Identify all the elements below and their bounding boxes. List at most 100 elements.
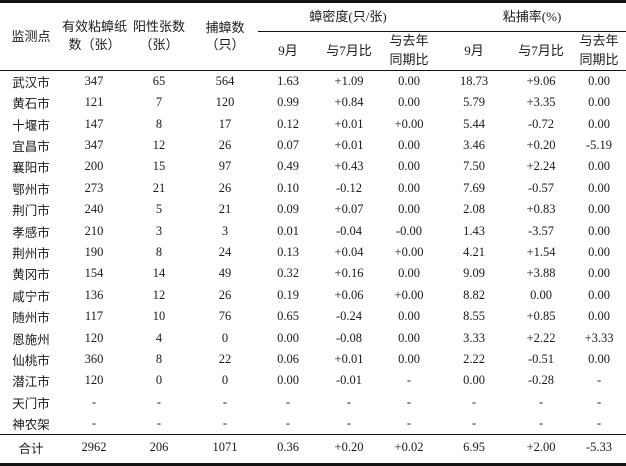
- value-cell: 206: [149, 440, 169, 455]
- value-cell: 21: [218, 202, 232, 217]
- value-cell: 0.00: [398, 95, 420, 110]
- value-cell: 0.00: [588, 245, 610, 259]
- value-cell: 0.00: [530, 287, 552, 302]
- table-row: 荆州市 190 8 24 0.13 +0.04 +0.00 4.21 +1.54 0.00: [0, 242, 626, 263]
- value-cell: 5.44: [463, 116, 485, 131]
- value-cell: 26: [218, 138, 232, 153]
- table-row: 孝感市 210 3 3 0.01 -0.04 -0.00 1.43 -3.57 0.00: [0, 220, 626, 241]
- value-cell: 360: [84, 351, 104, 366]
- cockroach-monitoring-table: 监测点 有效粘蟑纸数（张） 阳性张数（张） 捕蟑数（只） 蟑密度(只/张) 粘捕…: [0, 3, 626, 460]
- site-cell: 天门市: [12, 396, 50, 411]
- value-cell: 0: [221, 330, 229, 345]
- value-cell: -0.51: [528, 351, 555, 366]
- value-cell: 0.49: [277, 159, 299, 174]
- value-cell: +2.00: [526, 440, 556, 455]
- value-cell: 0.00: [588, 202, 610, 217]
- value-cell: 2.08: [463, 202, 485, 217]
- value-cell: 10: [152, 309, 166, 324]
- value-cell: 347: [84, 138, 104, 153]
- value-cell: 0.09: [277, 202, 299, 217]
- value-cell: -: [406, 373, 412, 388]
- value-cell: -3.57: [528, 223, 555, 238]
- value-cell: 8: [155, 351, 163, 366]
- value-cell: 76: [218, 309, 232, 324]
- value-cell: +0.84: [334, 95, 364, 110]
- value-cell: 0.00: [588, 73, 610, 88]
- table-row: 十堰市 147 8 17 0.12 +0.01 +0.00 5.44 -0.72 0.00: [0, 113, 626, 134]
- site-cell: 潜江市: [12, 375, 50, 390]
- value-cell: 24: [218, 245, 232, 259]
- table-row: 荆门市 240 5 21 0.09 +0.07 0.00 2.08 +0.83 0.00: [0, 199, 626, 220]
- value-cell: -0.24: [335, 309, 363, 324]
- value-cell: -: [346, 416, 352, 431]
- value-cell: -: [285, 416, 291, 431]
- header-site: 监测点: [11, 28, 51, 44]
- site-cell: 黄冈市: [12, 268, 50, 283]
- value-cell: 347: [84, 73, 104, 88]
- value-cell: 22: [218, 351, 232, 366]
- value-cell: -: [346, 394, 352, 409]
- table-foot: 合计 2962 206 1071 0.36 +0.20 +0.02 6.95 +2.00 -5.3…: [0, 434, 626, 461]
- header-rate-september: 9月: [464, 43, 484, 59]
- value-cell: +0.01: [334, 351, 364, 366]
- value-cell: 190: [84, 245, 104, 259]
- table-row: 潜江市 120 0 0 0.00 -0.01 - 0.00 -0.28 -: [0, 370, 626, 391]
- site-cell: 武汉市: [12, 75, 50, 90]
- value-cell: 7: [155, 95, 163, 110]
- value-cell: -: [596, 373, 602, 388]
- value-cell: 8: [155, 245, 163, 259]
- value-cell: +0.20: [334, 440, 364, 455]
- value-cell: 21: [152, 180, 166, 195]
- header-rate-group: 粘捕率(%): [438, 3, 626, 32]
- value-cell: 240: [84, 202, 104, 217]
- value-cell: 273: [84, 180, 104, 195]
- value-cell: 4.21: [463, 245, 485, 259]
- value-cell: -: [406, 416, 412, 431]
- value-cell: 120: [84, 373, 104, 388]
- value-cell: -: [596, 394, 602, 409]
- value-cell: 8.55: [463, 309, 485, 324]
- value-cell: 3.33: [463, 330, 485, 345]
- header-effective-papers: 有效粘蟑纸数（张）: [62, 3, 127, 70]
- value-cell: 0.00: [277, 373, 299, 388]
- site-cell: 襄阳市: [12, 161, 50, 176]
- value-cell: +0.06: [334, 287, 364, 302]
- table-row: 神农架 - - - - - - - - -: [0, 413, 626, 435]
- value-cell: -0.12: [335, 180, 363, 195]
- value-cell: 0.00: [398, 180, 420, 195]
- value-cell: +0.20: [526, 138, 556, 153]
- header-group-row: 监测点 有效粘蟑纸数（张） 阳性张数（张） 捕蟑数（只） 蟑密度(只/张) 粘捕…: [0, 3, 626, 52]
- value-cell: 0.00: [588, 223, 610, 238]
- value-cell: 0.00: [277, 330, 299, 345]
- value-cell: 0.00: [588, 159, 610, 174]
- value-cell: -: [285, 394, 291, 409]
- value-cell: 147: [84, 116, 104, 131]
- value-cell: 0.00: [398, 266, 420, 281]
- value-cell: +9.06: [526, 73, 556, 88]
- table-row: 天门市 - - - - - - - - -: [0, 392, 626, 413]
- value-cell: 0.00: [588, 266, 610, 281]
- value-cell: -0.28: [528, 373, 555, 388]
- value-cell: +0.83: [526, 202, 556, 217]
- value-cell: 0.00: [588, 95, 610, 110]
- header-density-group: 蟑密度(只/张): [258, 3, 439, 32]
- table-row: 襄阳市 200 15 97 0.49 +0.43 0.00 7.50 +2.24 0.00: [0, 156, 626, 177]
- value-cell: 4: [155, 330, 163, 345]
- value-cell: 17: [218, 116, 232, 131]
- value-cell: 1.63: [277, 73, 299, 88]
- table-row: 恩施州 120 4 0 0.00 -0.08 0.00 3.33 +2.22 +3.33: [0, 327, 626, 348]
- value-cell: 0.10: [277, 180, 299, 195]
- value-cell: +0.01: [334, 116, 364, 131]
- value-cell: 0.01: [277, 223, 299, 238]
- value-cell: +0.00: [394, 245, 424, 259]
- value-cell: 14: [152, 266, 166, 281]
- value-cell: 7.69: [463, 180, 485, 195]
- value-cell: +2.24: [526, 159, 556, 174]
- table-row: 仙桃市 360 8 22 0.06 +0.01 0.00 2.22 -0.51 0.00: [0, 349, 626, 370]
- value-cell: 136: [84, 287, 104, 302]
- site-cell: 随州市: [12, 311, 50, 326]
- table-row: 武汉市 347 65 564 1.63 +1.09 0.00 18.73 +9.06 0.00: [0, 70, 626, 92]
- site-cell: 荆州市: [12, 247, 50, 261]
- value-cell: +0.00: [394, 116, 424, 131]
- value-cell: -0.04: [335, 223, 363, 238]
